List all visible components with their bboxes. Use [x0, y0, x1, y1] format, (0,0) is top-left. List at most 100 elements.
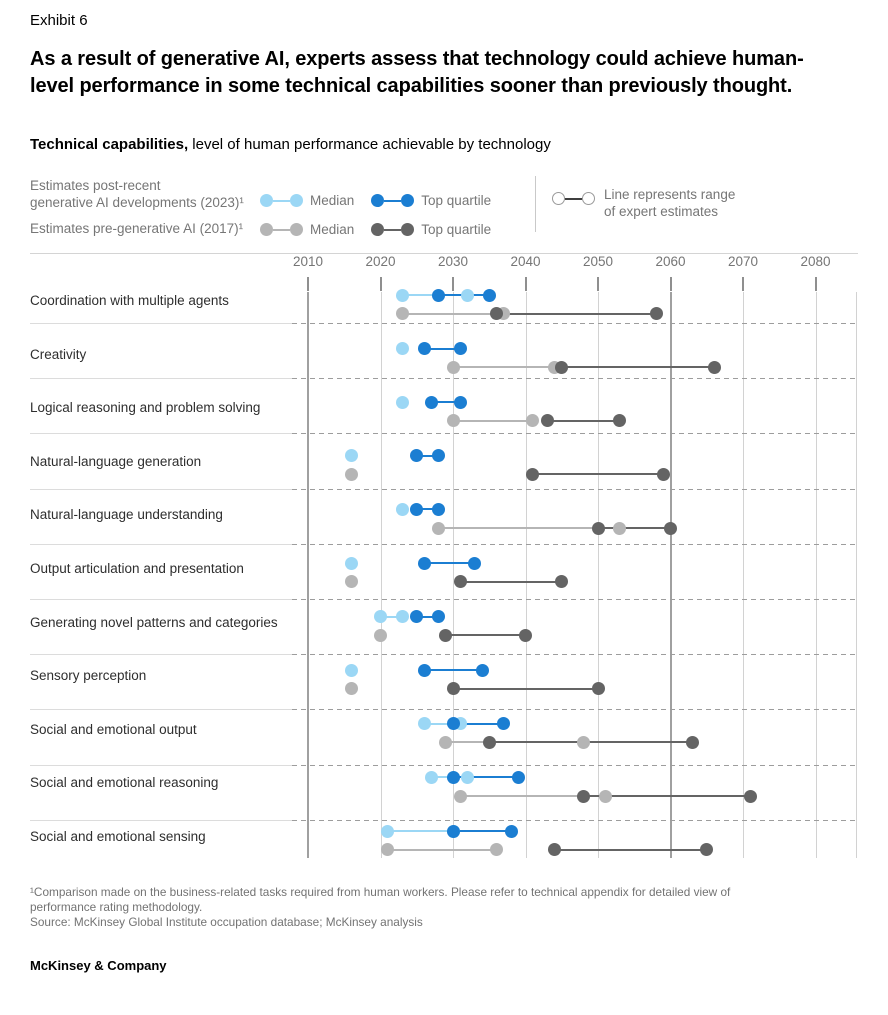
category-label: Logical reasoning and problem solving [30, 400, 261, 416]
row-separator [292, 599, 856, 600]
label-underline [30, 433, 292, 434]
label-underline [30, 489, 292, 490]
pre-top-quartile-dot [664, 521, 677, 535]
pre-top-quartile-dot [540, 414, 554, 428]
pre-top-quartile-dot [446, 682, 460, 696]
range-line [598, 527, 671, 529]
mckinsey-brand: McKinsey & Company [30, 958, 167, 973]
post-top-quartile-dot [453, 395, 467, 409]
range-line [438, 527, 620, 529]
axis-tick [597, 277, 599, 291]
legend-post-label-line2: generative AI developments (2023)¹ [30, 195, 244, 210]
post-median-dot [374, 610, 387, 624]
range-line [380, 615, 403, 618]
post-median-dot [345, 556, 358, 570]
pre-median-dot [490, 843, 503, 857]
post-top-quartile-dot [453, 342, 467, 356]
range-line [453, 419, 533, 422]
post-top-quartile-dot [417, 663, 431, 677]
pre-median-dot [432, 521, 445, 535]
label-underline [30, 323, 292, 324]
post-median-dot [395, 395, 409, 409]
category-label: Natural-language generation [30, 453, 202, 469]
label-underline [30, 765, 292, 766]
pre-top-quartile-dot [453, 575, 467, 589]
post-top-quartile-dot [446, 770, 460, 784]
pre-median-dot [526, 414, 540, 428]
pre-top-quartile-dot [743, 789, 757, 803]
category-label: Output articulation and presentation [30, 561, 244, 576]
gridline [669, 292, 672, 858]
axis-year-label: 2040 [510, 254, 541, 269]
gridline [525, 292, 527, 858]
category-label: Generating novel patterns and categories [30, 614, 278, 630]
legend-range-note-line1: Line represents range [604, 187, 736, 202]
gridline [598, 292, 599, 858]
legend-range-note-line2: of expert estimates [604, 204, 719, 219]
legend-top-quartile-label: Top quartile [421, 222, 492, 237]
pre-median-legend-icon [260, 223, 303, 236]
post-top-quartile-dot [424, 395, 438, 409]
page-title: As a result of generative AI, experts as… [30, 48, 804, 97]
post-top-quartile-dot [417, 342, 431, 356]
range-line [445, 634, 526, 637]
post-top-quartile-legend-icon [371, 194, 415, 207]
axis-tick [379, 277, 382, 291]
post-top-quartile-dot [410, 449, 424, 463]
post-top-quartile-dot [497, 717, 511, 731]
row-separator [292, 654, 856, 655]
post-top-quartile-dot [432, 610, 445, 624]
pre-top-quartile-dot [482, 735, 496, 749]
pre-median-dot [345, 467, 358, 481]
legend-median-label: Median [310, 193, 355, 208]
post-top-quartile-dot [482, 288, 496, 302]
axis-tick [524, 277, 527, 291]
subtitle-rest: level of human performance achievable by… [188, 136, 551, 153]
gridline [307, 292, 309, 858]
row-separator [292, 489, 856, 490]
post-top-quartile-dot [432, 449, 445, 463]
post-median-dot [417, 717, 431, 731]
range-line [387, 848, 497, 851]
range-line [424, 347, 461, 350]
gridline [453, 292, 454, 858]
label-underline [30, 654, 292, 655]
legend-pre-label: Estimates pre-generative AI (2017)¹ [30, 221, 244, 236]
range-line [489, 741, 693, 744]
row-separator [292, 378, 856, 379]
category-label: Coordination with multiple agents [30, 293, 229, 308]
pre-median-dot [613, 521, 627, 535]
range-line [424, 562, 475, 564]
range-line [402, 312, 504, 315]
range-line [416, 454, 439, 457]
pre-median-dot [446, 414, 460, 428]
range-line [416, 508, 439, 511]
legend-divider [535, 176, 536, 232]
label-underline [30, 599, 292, 600]
pre-top-quartile-dot [577, 789, 590, 803]
range-line [424, 722, 461, 725]
pre-median-dot [381, 843, 395, 857]
range-line [387, 830, 453, 832]
post-median-dot [345, 663, 358, 677]
post-median-dot [345, 449, 358, 463]
pre-top-quartile-dot [656, 467, 670, 481]
label-underline [30, 709, 292, 710]
divider-line [30, 253, 858, 254]
pre-top-quartile-legend-icon [371, 223, 415, 236]
footnote-block: ¹Comparison made on the business-related… [30, 885, 796, 930]
pre-top-quartile-dot [519, 628, 532, 642]
pre-top-quartile-dot [548, 843, 561, 857]
post-top-quartile-dot [410, 502, 424, 516]
post-top-quartile-dot [432, 288, 445, 302]
axis-tick [307, 277, 309, 291]
pre-top-quartile-dot [526, 467, 540, 481]
axis-year-label: 2050 [582, 254, 614, 269]
legend-post-label: Estimates post-recent generative AI deve… [30, 177, 244, 211]
chart-subtitle: Technical capabilities, level of human p… [30, 136, 551, 153]
pre-top-quartile-dot [707, 360, 721, 374]
axis-year-label: 2080 [800, 254, 831, 269]
category-label: Social and emotional output [30, 721, 197, 737]
range-line [424, 669, 482, 672]
